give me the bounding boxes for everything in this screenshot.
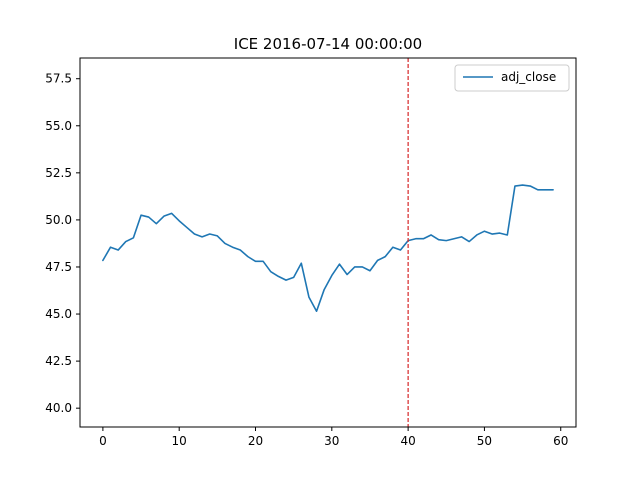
adj-close-point — [232, 246, 233, 248]
adj-close-point — [522, 184, 523, 186]
adj-close-point — [293, 276, 295, 278]
y-axis-tick-label: 55.0 — [45, 119, 72, 133]
adj-close-point — [171, 212, 172, 214]
plot-frame — [79, 57, 577, 428]
adj-close-point — [354, 266, 356, 268]
y-axis-tick-label: 57.5 — [45, 72, 72, 86]
plot-area — [102, 58, 554, 427]
x-axis-tick-label: 30 — [324, 434, 339, 448]
adj-close-point — [117, 249, 119, 251]
adj-close-point — [514, 185, 516, 187]
adj-close-point — [484, 230, 485, 232]
adj-close-point — [316, 310, 317, 312]
adj-close-point — [133, 237, 134, 239]
adj-close-point — [247, 256, 249, 257]
adj-close-point — [217, 235, 218, 237]
adj-close-point — [262, 260, 264, 262]
adj-close-point — [323, 289, 325, 290]
adj-close-point — [339, 263, 340, 265]
legend: adj_close — [454, 64, 570, 92]
adj-close-point — [209, 233, 211, 235]
adj-close-point — [255, 260, 256, 262]
y-axis-tick-label: 47.5 — [45, 260, 72, 274]
adj-close-point — [300, 262, 302, 264]
adj-close-point — [415, 238, 417, 240]
adj-close-point — [400, 249, 401, 251]
adj-close-point — [384, 256, 386, 257]
adj-close-point — [491, 233, 493, 235]
adj-close-point — [201, 236, 203, 238]
adj-close-point — [430, 234, 432, 236]
y-axis-tick-label: 40.0 — [45, 401, 72, 415]
adj-close-point — [278, 276, 279, 277]
adj-close-point — [476, 234, 478, 236]
adj-close-point — [163, 215, 165, 217]
adj-close-point — [529, 185, 531, 187]
x-axis-tick-label: 40 — [400, 434, 415, 448]
x-axis-tick-label: 50 — [477, 434, 492, 448]
adj-close-point — [110, 246, 111, 248]
adj-close-point — [369, 270, 371, 272]
y-axis-tick-label: 42.5 — [45, 354, 72, 368]
y-axis-tick-label: 50.0 — [45, 213, 72, 227]
adj-close-point — [148, 216, 150, 218]
legend-label: adj_close — [501, 70, 556, 84]
adj-close-point — [499, 232, 501, 234]
adj-close-line — [102, 184, 554, 313]
adj-close-point — [125, 241, 127, 242]
adj-close-point — [461, 236, 462, 238]
adj-close-point — [224, 243, 226, 244]
adj-close-point — [186, 227, 188, 228]
y-axis-tick-label: 52.5 — [45, 166, 72, 180]
adj-close-point — [392, 246, 394, 248]
adj-close-point — [194, 233, 195, 235]
adj-close-point — [445, 240, 447, 241]
adj-close-point — [438, 239, 439, 241]
adj-close-point — [270, 271, 272, 273]
chart-title: ICE 2016-07-14 00:00:00 — [234, 35, 422, 53]
adj-close-point — [178, 220, 180, 222]
adj-close-point — [545, 189, 546, 191]
adj-close-point — [346, 274, 348, 275]
adj-close-point — [377, 260, 378, 261]
adj-close-point — [537, 189, 539, 191]
y-axis-tick-label: 45.0 — [45, 307, 72, 321]
adj-close-point — [140, 214, 142, 216]
adj-close-point — [453, 238, 455, 240]
adj-close-point — [155, 223, 157, 225]
adj-close-point — [506, 234, 508, 236]
adj-close-point — [285, 279, 287, 281]
x-axis-tick-label: 60 — [553, 434, 568, 448]
adj-close-point — [552, 189, 554, 191]
x-axis-tick-label: 10 — [172, 434, 187, 448]
adj-close-point — [239, 249, 241, 251]
adj-close-point — [102, 260, 104, 261]
adj-close-point — [361, 266, 363, 268]
adj-close-point — [468, 241, 470, 242]
adj-close-point — [423, 238, 424, 240]
adj-close-point — [331, 275, 333, 276]
legend-box — [454, 64, 570, 92]
x-axis-tick-label: 0 — [99, 434, 107, 448]
adj-close-point — [308, 296, 310, 298]
x-axis-tick-label: 20 — [248, 434, 263, 448]
